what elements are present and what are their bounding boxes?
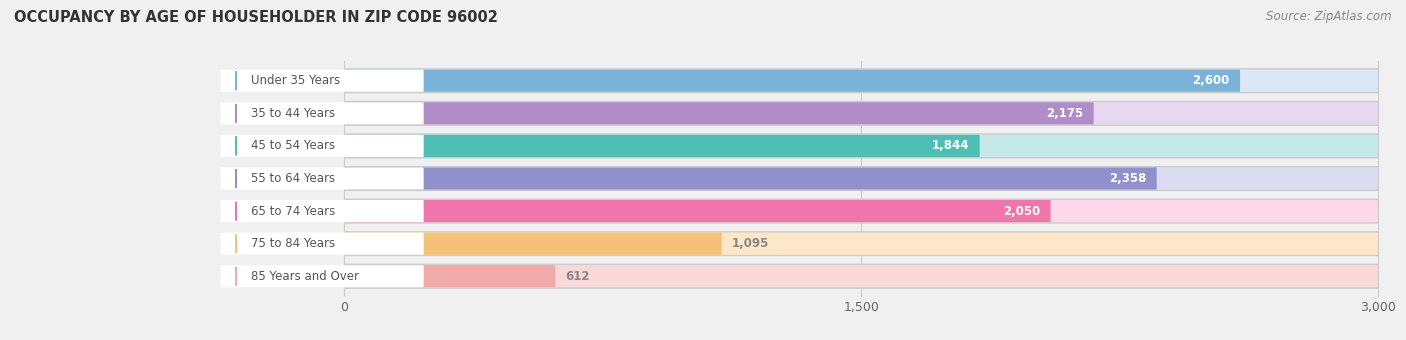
FancyBboxPatch shape — [344, 200, 1050, 222]
FancyBboxPatch shape — [344, 135, 980, 157]
FancyBboxPatch shape — [344, 69, 1378, 92]
Text: 75 to 84 Years: 75 to 84 Years — [252, 237, 336, 250]
FancyBboxPatch shape — [344, 233, 721, 255]
FancyBboxPatch shape — [344, 167, 1378, 190]
FancyBboxPatch shape — [221, 265, 423, 287]
Text: 35 to 44 Years: 35 to 44 Years — [252, 107, 336, 120]
FancyBboxPatch shape — [344, 134, 1378, 158]
Text: 65 to 74 Years: 65 to 74 Years — [252, 205, 336, 218]
FancyBboxPatch shape — [344, 233, 1378, 255]
Text: Under 35 Years: Under 35 Years — [252, 74, 340, 87]
FancyBboxPatch shape — [221, 70, 423, 92]
Text: 2,600: 2,600 — [1192, 74, 1230, 87]
FancyBboxPatch shape — [344, 200, 1378, 222]
FancyBboxPatch shape — [344, 102, 1094, 124]
FancyBboxPatch shape — [344, 102, 1378, 124]
Text: 612: 612 — [565, 270, 591, 283]
FancyBboxPatch shape — [344, 167, 1157, 190]
FancyBboxPatch shape — [344, 265, 1378, 287]
FancyBboxPatch shape — [344, 265, 1378, 288]
FancyBboxPatch shape — [221, 102, 423, 124]
FancyBboxPatch shape — [344, 232, 1378, 255]
FancyBboxPatch shape — [221, 167, 423, 190]
Text: 85 Years and Over: 85 Years and Over — [252, 270, 360, 283]
FancyBboxPatch shape — [221, 200, 423, 222]
FancyBboxPatch shape — [344, 102, 1378, 125]
Text: 2,050: 2,050 — [1002, 205, 1040, 218]
FancyBboxPatch shape — [221, 135, 423, 157]
FancyBboxPatch shape — [344, 70, 1378, 92]
FancyBboxPatch shape — [344, 199, 1378, 223]
FancyBboxPatch shape — [344, 135, 1378, 157]
Text: 1,844: 1,844 — [932, 139, 969, 152]
Text: 55 to 64 Years: 55 to 64 Years — [252, 172, 336, 185]
Text: 1,095: 1,095 — [733, 237, 769, 250]
FancyBboxPatch shape — [344, 70, 1240, 92]
Text: 45 to 54 Years: 45 to 54 Years — [252, 139, 336, 152]
Text: OCCUPANCY BY AGE OF HOUSEHOLDER IN ZIP CODE 96002: OCCUPANCY BY AGE OF HOUSEHOLDER IN ZIP C… — [14, 10, 498, 25]
FancyBboxPatch shape — [344, 167, 1378, 190]
FancyBboxPatch shape — [344, 265, 555, 287]
FancyBboxPatch shape — [221, 233, 423, 255]
Text: 2,358: 2,358 — [1109, 172, 1146, 185]
Text: 2,175: 2,175 — [1046, 107, 1084, 120]
Text: Source: ZipAtlas.com: Source: ZipAtlas.com — [1267, 10, 1392, 23]
